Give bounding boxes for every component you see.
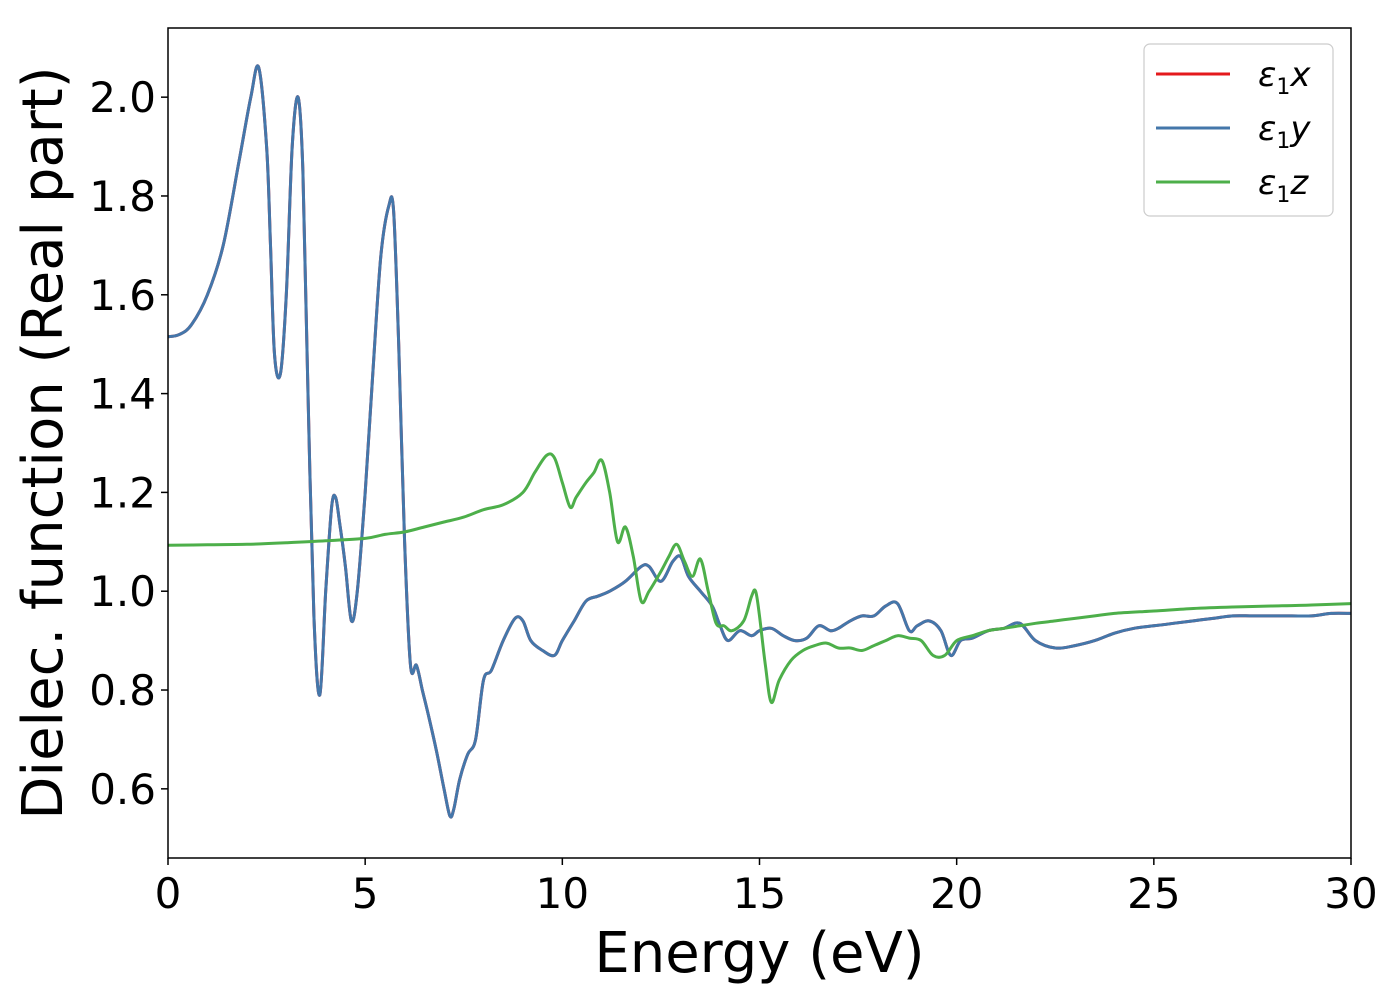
- y-tick-label: 1.4: [89, 370, 156, 419]
- legend: ε1x ε1y ε1z: [1143, 43, 1334, 217]
- legend-label-y: ε1y: [1258, 109, 1311, 154]
- x-tick-label: 0: [155, 869, 182, 918]
- x-axis-label: Energy (eV): [594, 921, 924, 986]
- legend-box: [1143, 43, 1334, 217]
- y-tick-label: 2.0: [89, 73, 156, 122]
- x-tick-label: 10: [536, 869, 589, 918]
- legend-label-z: ε1z: [1258, 163, 1309, 208]
- x-tick-label: 5: [352, 869, 379, 918]
- y-tick-label: 0.8: [89, 666, 156, 715]
- y-tick-label: 1.8: [89, 172, 156, 221]
- x-tick-label: 30: [1324, 869, 1377, 918]
- y-tick-label: 1.6: [89, 271, 156, 320]
- y-tick-label: 1.2: [89, 468, 156, 517]
- y-axis-label: Dielec. function (Real part): [11, 66, 76, 819]
- series-line-z: [167, 452, 1352, 704]
- x-tick-label: 15: [733, 869, 786, 918]
- x-tick-label: 25: [1127, 869, 1180, 918]
- x-tick-label: 20: [930, 869, 983, 918]
- y-tick-label: 1.0: [89, 567, 156, 616]
- y-axis-ticks: 0.6 0.8 1.0 1.2 1.4 1.6 1.8 2.0: [89, 73, 168, 814]
- series-layer: [167, 64, 1352, 819]
- legend-label-x: ε1x: [1258, 55, 1311, 100]
- y-tick-label: 0.6: [89, 765, 156, 814]
- x-axis-ticks: 0 5 10 15 20 25 30: [155, 858, 1378, 918]
